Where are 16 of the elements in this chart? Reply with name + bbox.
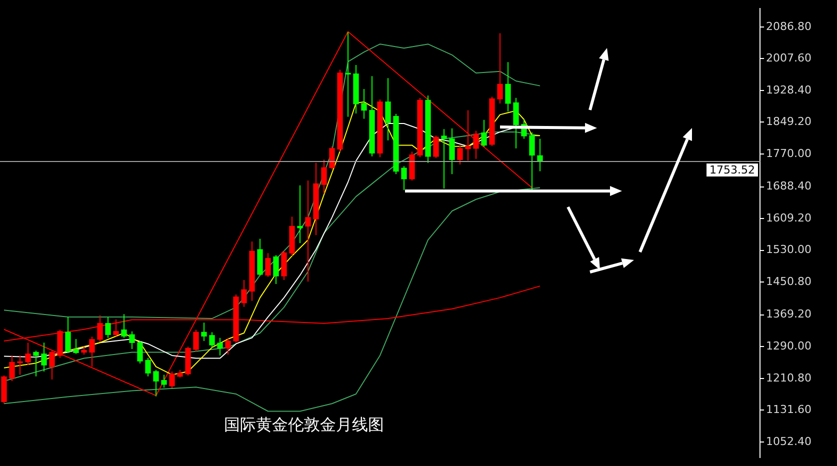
ref-line-label: 1753.52	[710, 163, 756, 176]
y-tick-label: 1530.00	[766, 243, 812, 256]
y-tick-label: 1450.80	[766, 274, 812, 288]
y-tick-label: 1688.40	[766, 180, 812, 193]
y-tick-label: 1052.40	[766, 434, 812, 448]
y-tick-label: 1369.20	[766, 308, 812, 321]
y-tick-label: 1609.20	[766, 211, 812, 224]
y-tick-label: 1210.80	[766, 371, 812, 384]
y-tick-label: 2086.80	[766, 20, 812, 33]
y-tick-label: 1131.60	[766, 403, 812, 416]
annotation: 国际黄金伦敦金月线图	[224, 415, 384, 434]
y-tick-label: 1290.00	[766, 340, 812, 353]
y-tick-label: 2007.60	[766, 52, 812, 65]
y-tick-label: 1928.40	[766, 83, 812, 96]
y-tick-label: 1849.20	[766, 115, 812, 128]
y-tick-label: 1770.00	[766, 146, 812, 160]
